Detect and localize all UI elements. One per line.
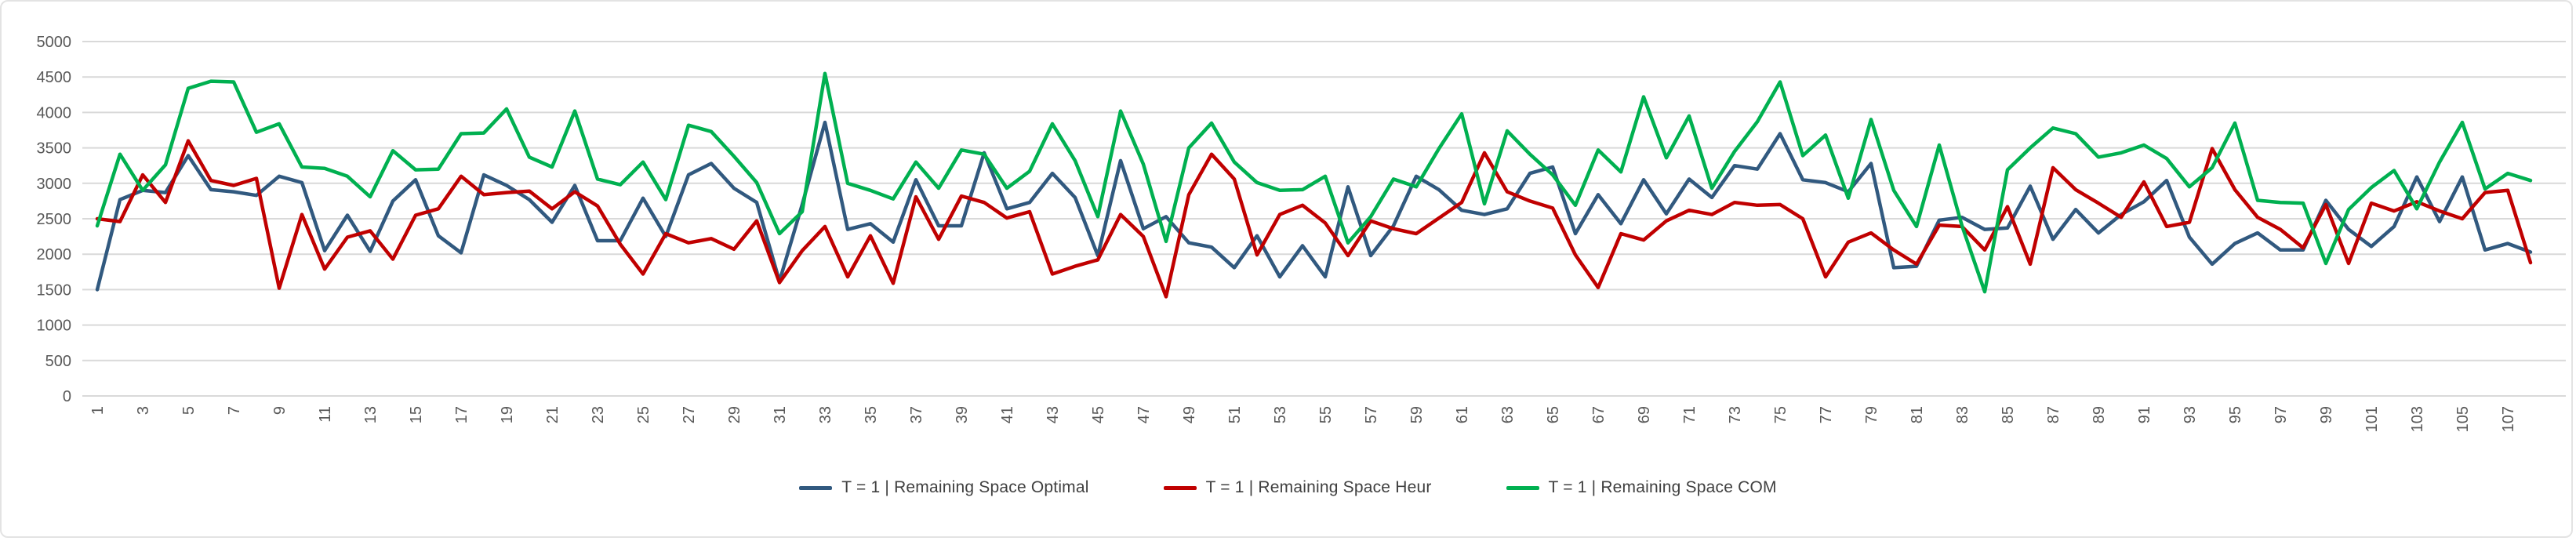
legend-label-heur: T = 1 | Remaining Space Heur	[1205, 478, 1432, 496]
y-axis-label-500: 500	[45, 353, 71, 370]
x-axis-label-29: 29	[726, 406, 743, 423]
x-axis-label-33: 33	[817, 406, 834, 423]
x-axis-label-83: 83	[1954, 406, 1971, 423]
x-axis-label-25: 25	[635, 406, 652, 423]
x-axis-label-77: 77	[1818, 406, 1835, 423]
x-axis-label-3: 3	[135, 406, 152, 415]
x-axis-label-67: 67	[1590, 406, 1608, 423]
x-axis-label-81: 81	[1909, 406, 1926, 423]
y-axis-label-3500: 3500	[37, 140, 72, 158]
legend-item-heur[interactable]: T = 1 | Remaining Space Heur	[1163, 478, 1432, 497]
x-axis-label-55: 55	[1317, 406, 1335, 423]
x-axis-label-19: 19	[499, 406, 516, 423]
x-axis-label-71: 71	[1681, 406, 1699, 423]
x-axis-label-79: 79	[1863, 406, 1880, 423]
y-axis-label-2000: 2000	[37, 246, 72, 263]
x-axis-label-17: 17	[453, 406, 471, 423]
x-axis-label-45: 45	[1090, 406, 1107, 423]
x-axis-label-27: 27	[681, 406, 698, 423]
x-axis-label-107: 107	[2500, 406, 2517, 432]
chart-legend: T = 1 | Remaining Space Optimal T = 1 | …	[0, 478, 2576, 497]
x-axis-label-97: 97	[2273, 406, 2290, 423]
x-axis-label-53: 53	[1272, 406, 1289, 423]
x-axis-label-1: 1	[89, 406, 107, 415]
series-line-1[interactable]	[95, 139, 2533, 299]
x-axis-label-41: 41	[999, 406, 1016, 423]
legend-line-com-icon	[1506, 485, 1539, 490]
legend-item-com[interactable]: T = 1 | Remaining Space COM	[1506, 478, 1777, 497]
x-axis-label-23: 23	[590, 406, 607, 423]
x-axis-label-13: 13	[362, 406, 380, 423]
x-axis-label-31: 31	[772, 406, 789, 423]
legend-line-heur-icon	[1163, 485, 1197, 490]
legend-item-optimal[interactable]: T = 1 | Remaining Space Optimal	[799, 478, 1088, 497]
x-axis-label-85: 85	[2000, 406, 2017, 423]
x-axis-label-43: 43	[1045, 406, 1062, 423]
x-axis-label-87: 87	[2045, 406, 2062, 423]
x-axis-label-95: 95	[2227, 406, 2244, 423]
x-axis-label-103: 103	[2409, 406, 2426, 432]
x-axis-label-93: 93	[2182, 406, 2199, 423]
legend-label-optimal: T = 1 | Remaining Space Optimal	[841, 478, 1089, 496]
legend-label-com: T = 1 | Remaining Space COM	[1548, 478, 1777, 496]
x-axis-label-99: 99	[2318, 406, 2335, 423]
y-axis-label-4000: 4000	[37, 104, 72, 122]
y-axis-label-3000: 3000	[37, 176, 72, 193]
x-axis-label-47: 47	[1135, 406, 1153, 423]
x-axis-label-35: 35	[863, 406, 880, 423]
x-axis-label-65: 65	[1545, 406, 1562, 423]
series-line-2[interactable]	[95, 71, 2533, 294]
x-axis-label-11: 11	[317, 406, 334, 423]
y-axis-label-2500: 2500	[37, 211, 72, 228]
y-axis-label-4500: 4500	[37, 69, 72, 86]
x-axis-label-21: 21	[544, 406, 561, 423]
x-axis-label-49: 49	[1181, 406, 1198, 423]
x-axis-label-73: 73	[1727, 406, 1744, 423]
y-axis-label-1500: 1500	[37, 281, 72, 299]
x-axis-label-39: 39	[954, 406, 971, 423]
x-axis-label-59: 59	[1408, 406, 1426, 423]
x-axis-label-5: 5	[180, 406, 198, 415]
x-axis-label-91: 91	[2136, 406, 2153, 423]
y-axis-label-0: 0	[63, 388, 71, 405]
x-axis-label-7: 7	[226, 406, 243, 415]
x-axis-label-63: 63	[1499, 406, 1517, 423]
legend-line-optimal-icon	[799, 485, 833, 490]
x-axis-label-101: 101	[2363, 406, 2381, 432]
x-axis-label-37: 37	[908, 406, 925, 423]
x-axis-label-9: 9	[271, 406, 289, 415]
x-axis-label-69: 69	[1636, 406, 1653, 423]
y-axis-label-5000: 5000	[37, 34, 72, 51]
x-axis-label-51: 51	[1226, 406, 1244, 423]
x-axis-label-61: 61	[1454, 406, 1471, 423]
y-axis-label-1000: 1000	[37, 318, 72, 335]
x-axis-label-89: 89	[2091, 406, 2108, 423]
x-axis-label-15: 15	[408, 406, 425, 423]
x-axis-label-105: 105	[2454, 406, 2472, 432]
x-axis-label-57: 57	[1363, 406, 1380, 423]
x-axis-label-75: 75	[1772, 406, 1789, 423]
